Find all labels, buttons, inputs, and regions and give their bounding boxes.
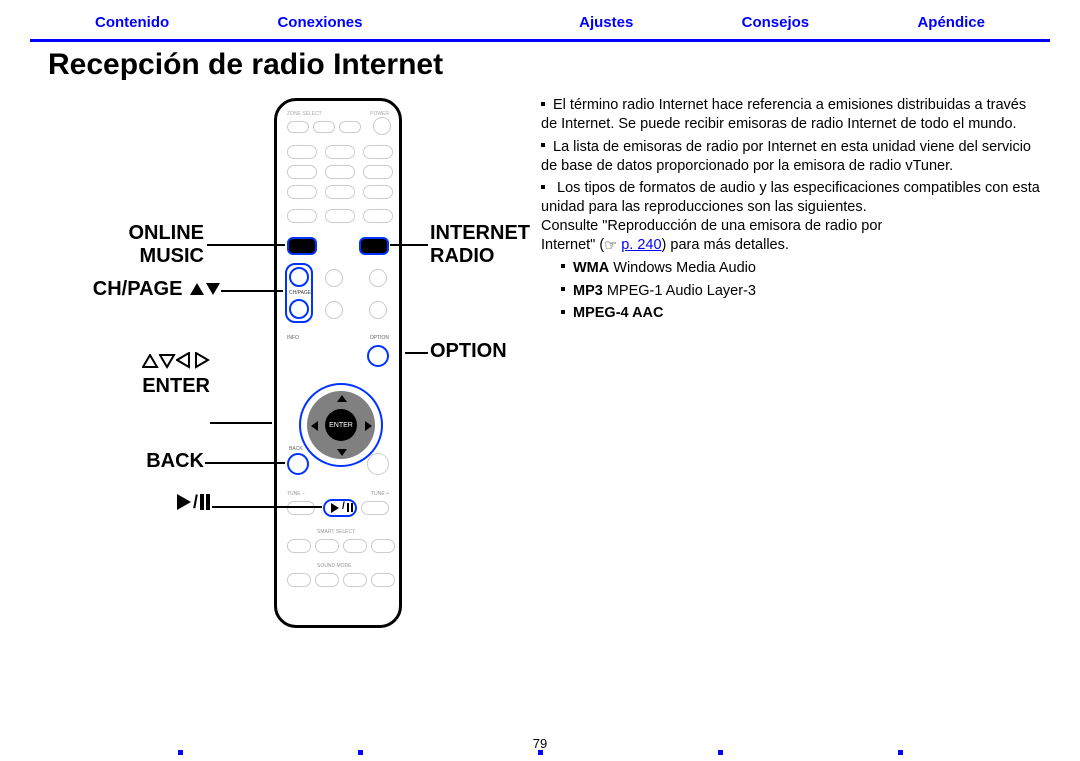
page-number: 79 [0,736,1080,751]
bullet-1: El término radio Internet hace referenci… [541,96,1040,134]
remote-body: ZONE SELECT POWER [274,98,402,628]
nav-apendice[interactable]: Apéndice [917,14,985,31]
nav-ajustes[interactable]: Ajustes [579,14,633,31]
content-row: ZONE SELECT POWER [0,92,1080,632]
btn-internet-radio[interactable] [359,237,389,255]
label-internet-radio: INTERNET RADIO [430,222,530,268]
nav-consejos[interactable]: Consejos [742,14,810,31]
label-option: OPTION [430,340,507,363]
btn-chpage-down[interactable] [289,299,309,319]
label-back: BACK [136,450,204,473]
nav-contenido[interactable]: Contenido [95,14,169,31]
label-ch-page: CH/PAGE [70,278,220,301]
body-text: El término radio Internet hace referenci… [535,92,1040,632]
label-online-music: ONLINE MUSIC [104,222,204,268]
link-page-240[interactable]: p. 240 [621,237,661,253]
label-arrows-enter: ENTER [100,352,210,398]
format-wma: WMA Windows Media Audio [561,259,1040,278]
bullet-3: Los tipos de formatos de audio y las esp… [541,179,1040,323]
top-nav: Contenido Conexiones Ajustes Consejos Ap… [0,0,1080,39]
btn-chpage-up[interactable] [289,267,309,287]
label-play-pause: / [136,492,210,516]
btn-option[interactable] [367,345,389,367]
btn-enter[interactable]: ENTER [325,409,357,441]
btn-back[interactable] [287,453,309,475]
format-mp3: MP3 MPEG-1 Audio Layer-3 [561,282,1040,301]
remote-figure: ZONE SELECT POWER [40,92,535,632]
footer-dots [0,750,1080,755]
bullet-2: La lista de emisoras de radio por Intern… [541,138,1040,176]
nav-conexiones[interactable]: Conexiones [277,14,362,31]
btn-online-music[interactable] [287,237,317,255]
pointer-icon: ☞ [604,237,617,256]
format-aac: MPEG-4 AAC [561,304,1040,323]
nav-divider [30,39,1050,42]
page-title: Recepción de radio Internet [48,48,1032,82]
